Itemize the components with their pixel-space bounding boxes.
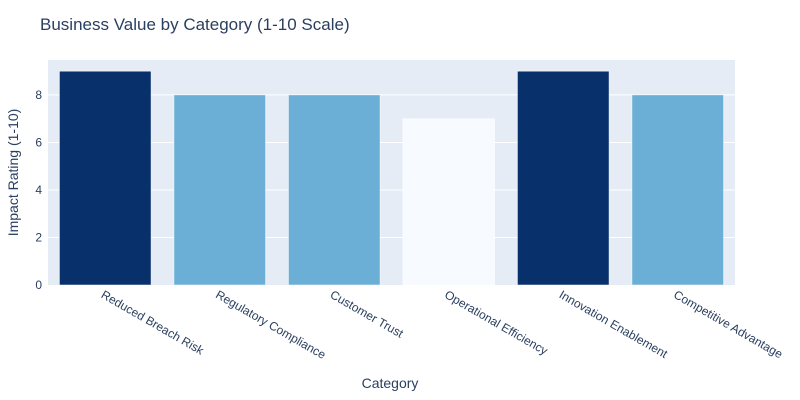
- x-tick-label: Operational Efficiency: [442, 287, 550, 357]
- bar: [59, 70, 152, 286]
- bar: [517, 70, 610, 286]
- x-tick-label: Regulatory Compliance: [213, 287, 328, 362]
- x-tick-label: Reduced Breach Risk: [99, 287, 207, 358]
- plot-background: [48, 60, 735, 285]
- x-tick-label: Customer Trust: [328, 287, 407, 340]
- gridlines: [48, 94, 735, 238]
- y-tick-label: 8: [35, 88, 42, 102]
- y-tick-label: 2: [35, 230, 42, 244]
- x-tick-label: Competitive Advantage: [671, 287, 785, 361]
- bar: [631, 94, 724, 286]
- x-tick-label: Innovation Enablement: [557, 287, 671, 361]
- y-tick-label: 0: [35, 278, 42, 292]
- x-tick-labels: Reduced Breach Risk Regulatory Compliance…: [99, 287, 786, 362]
- y-axis-title: Impact Rating (1-10): [5, 109, 21, 237]
- y-tick-labels: 0 2 4 6 8: [35, 88, 42, 292]
- bar: [288, 94, 381, 286]
- y-tick-label: 6: [35, 135, 42, 149]
- bars: [59, 70, 724, 286]
- bar: [402, 118, 495, 286]
- chart-title: Business Value by Category (1-10 Scale): [40, 15, 350, 34]
- bar: [173, 94, 266, 286]
- y-tick-label: 4: [35, 183, 42, 197]
- x-axis-title: Category: [362, 375, 419, 391]
